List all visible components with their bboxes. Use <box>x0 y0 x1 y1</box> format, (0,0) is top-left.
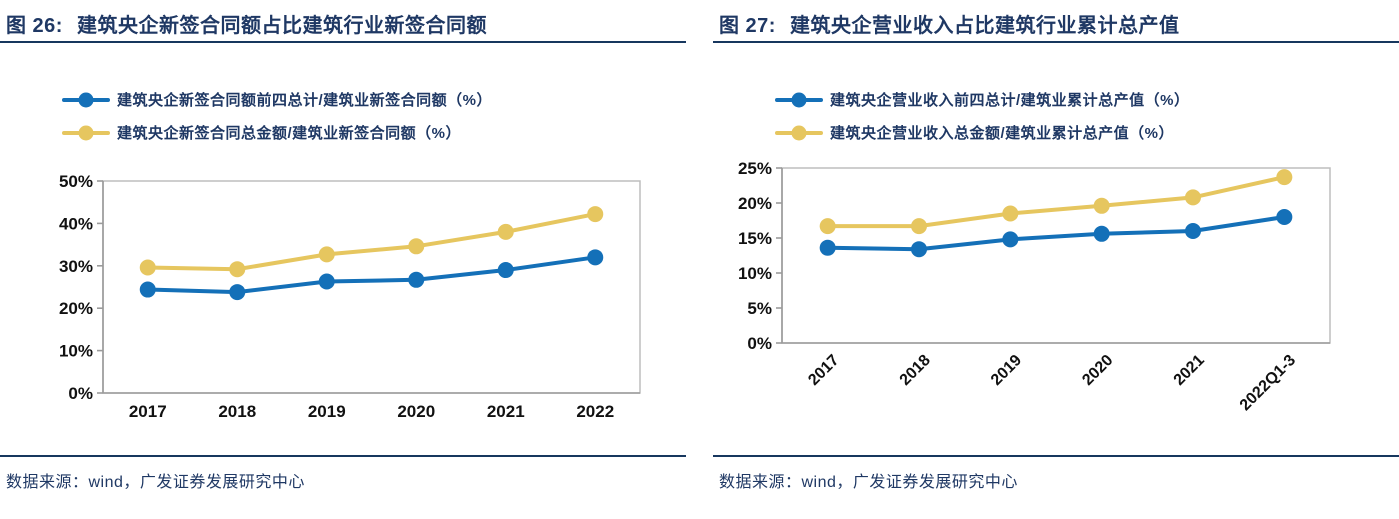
svg-text:5%: 5% <box>747 299 772 318</box>
line-chart-26: 0% 10% 20% 30% 40% 50% 2017 2018 2019 2020 2021 202… <box>0 153 686 443</box>
legend-row: 建筑央企营业收入总金额/建筑业累计总产值（%） <box>775 116 1190 149</box>
figure-title: 图 27: 建筑央企营业收入占比建筑行业累计总产值 <box>719 9 1399 38</box>
legend-line-marker-icon <box>62 92 110 108</box>
svg-text:10%: 10% <box>738 264 772 283</box>
legend-label: 建筑央企新签合同额前四总计/建筑业新签合同额（%） <box>117 92 493 109</box>
svg-text:2019: 2019 <box>308 402 346 421</box>
title-divider <box>0 41 686 43</box>
legend-line-marker-icon <box>775 92 823 108</box>
source-divider <box>713 455 1399 457</box>
legend: 建筑央企新签合同额前四总计/建筑业新签合同额（%） 建筑央企新签合同总金额/建筑… <box>62 83 492 149</box>
legend-row: 建筑央企新签合同总金额/建筑业新签合同额（%） <box>62 116 492 149</box>
svg-text:50%: 50% <box>59 172 93 191</box>
figure-number: 图 27: <box>719 15 776 37</box>
svg-text:20%: 20% <box>59 299 93 318</box>
line-chart-svg: 0% 10% 20% 30% 40% 50% 2017 2018 2019 2020 2021 202… <box>59 172 641 421</box>
svg-text:2022Q1-3: 2022Q1-3 <box>1237 352 1299 414</box>
svg-text:2018: 2018 <box>897 352 934 389</box>
svg-text:30%: 30% <box>59 257 93 276</box>
source-divider <box>0 455 686 457</box>
svg-text:2017: 2017 <box>805 352 842 389</box>
svg-text:2017: 2017 <box>129 402 167 421</box>
legend-row: 建筑央企新签合同额前四总计/建筑业新签合同额（%） <box>62 83 492 116</box>
svg-text:10%: 10% <box>59 342 93 361</box>
svg-text:2022: 2022 <box>576 402 614 421</box>
legend-label: 建筑央企营业收入总金额/建筑业累计总产值（%） <box>830 125 1175 142</box>
svg-text:2020: 2020 <box>397 402 435 421</box>
legend-line-marker-icon <box>775 125 823 141</box>
source-text: 数据来源：wind，广发证券发展研究中心 <box>719 474 1018 491</box>
title-divider <box>713 41 1399 43</box>
figure-title-text: 建筑央企新签合同额占比建筑行业新签合同额 <box>76 15 487 37</box>
svg-text:0%: 0% <box>747 334 772 353</box>
svg-text:2020: 2020 <box>1079 352 1116 389</box>
svg-text:40%: 40% <box>59 214 93 233</box>
legend-line-marker-icon <box>62 125 110 141</box>
svg-text:15%: 15% <box>738 229 772 248</box>
figure-27: 图 27: 建筑央企营业收入占比建筑行业累计总产值 建筑央企营业收入前四总计/建筑… <box>713 0 1399 519</box>
svg-text:2021: 2021 <box>1171 352 1208 389</box>
svg-text:0%: 0% <box>68 384 93 403</box>
line-chart-27: 0% 5% 10% 15% 20% 25% 2017 2018 2019 2020 2021 2022… <box>713 153 1399 460</box>
figure-title-text: 建筑央企营业收入占比建筑行业累计总产值 <box>789 15 1180 37</box>
legend: 建筑央企营业收入前四总计/建筑业累计总产值（%） 建筑央企营业收入总金额/建筑业… <box>775 83 1190 149</box>
figure-number: 图 26: <box>6 15 63 37</box>
figure-title: 图 26: 建筑央企新签合同额占比建筑行业新签合同额 <box>6 9 686 38</box>
svg-text:20%: 20% <box>738 194 772 213</box>
line-chart-svg: 0% 5% 10% 15% 20% 25% 2017 2018 2019 2020 2021 2022… <box>738 159 1331 414</box>
figure-26: 图 26: 建筑央企新签合同额占比建筑行业新签合同额 建筑央企新签合同额前四总计/… <box>0 0 686 519</box>
svg-text:2018: 2018 <box>218 402 256 421</box>
legend-row: 建筑央企营业收入前四总计/建筑业累计总产值（%） <box>775 83 1190 116</box>
source-text: 数据来源：wind，广发证券发展研究中心 <box>6 474 305 491</box>
svg-text:2019: 2019 <box>988 352 1025 389</box>
svg-text:2021: 2021 <box>487 402 525 421</box>
svg-text:25%: 25% <box>738 159 772 178</box>
legend-label: 建筑央企营业收入前四总计/建筑业累计总产值（%） <box>830 92 1190 109</box>
legend-label: 建筑央企新签合同总金额/建筑业新签合同额（%） <box>117 125 462 142</box>
